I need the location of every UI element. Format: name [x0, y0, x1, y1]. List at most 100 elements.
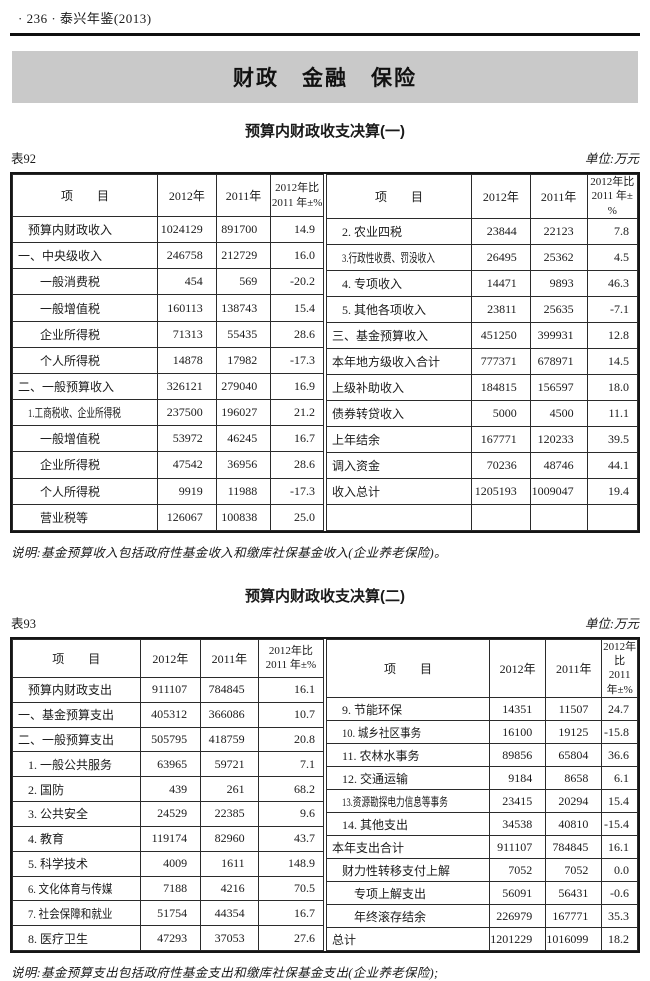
value-2011: 4216 [200, 875, 259, 902]
value-2011: 37053 [200, 925, 259, 952]
table-row: 一、中央级收入 246758 212729 16.0 [11, 242, 324, 270]
value-2012: 126067 [157, 503, 217, 531]
row-label-text: 12. 交通运输 [342, 771, 409, 786]
table-row: 企业所得税 47542 36956 28.6 [11, 451, 324, 479]
value-2012: 911107 [489, 835, 547, 860]
value-pct: 28.6 [270, 320, 324, 348]
row-label: 财力性转移支付上解 [325, 858, 491, 883]
table1-note: 说明:基金预算收入包括政府性基金收入和缴库社保基金收入(企业养老保险)。 [11, 545, 447, 560]
row-label-text: 预算内财政支出 [28, 683, 113, 698]
table-row: 三、基金预算收入 451250 399931 12.8 [325, 321, 639, 349]
value-2012: 5000 [471, 399, 531, 427]
value-2011: 55435 [215, 320, 272, 348]
value-pct: -15.4 [601, 812, 638, 837]
col-header-2011: 2011年 [215, 174, 272, 217]
row-label-text: 13.资源勘探电力信息等事务 [342, 794, 448, 809]
expenditure-table-right: 项 目 2012年 2011年 2012年比 2011 年±% 9. 节能环保 1… [325, 638, 638, 952]
value-2011: 1016099 [545, 927, 603, 952]
row-label-text: 营业税等 [40, 510, 89, 525]
value-2011: 9893 [529, 269, 588, 297]
row-label: 一、基金预算支出 [12, 701, 141, 728]
row-label-text: 4. 教育 [28, 832, 65, 847]
row-label-text: 三、基金预算收入 [332, 328, 429, 343]
value-2012: 1024129 [157, 215, 217, 244]
value-2011: 212729 [215, 242, 272, 270]
row-label: 上年结余 [325, 425, 473, 453]
value-pct: 15.4 [270, 294, 324, 322]
value-2011: 22123 [529, 217, 588, 245]
row-label: 8. 医疗卫生 [12, 925, 141, 952]
table-row: 年终滚存结余 226979 167771 35.3 [325, 904, 638, 929]
row-label-text: 上级补助收入 [332, 380, 405, 395]
row-label-text: 上年结余 [332, 432, 381, 447]
row-label: 二、一般预算支出 [12, 726, 141, 753]
section-banner: 财政 金融 保险 [12, 51, 638, 103]
row-label-text: 2. 国防 [28, 782, 65, 797]
row-label: 专项上解支出 [325, 881, 491, 906]
value-2011 [529, 503, 588, 531]
value-pct: 24.7 [601, 697, 638, 722]
table-row: 3.行政性收费、罚没收入 26495 25362 4.5 [325, 243, 639, 271]
row-label: 预算内财政支出 [12, 676, 141, 703]
value-2011: 167771 [545, 904, 603, 929]
col-header-pct: 2012年比 2011 年±% [586, 174, 639, 219]
table-row: 收入总计 1205193 1009047 19.4 [325, 477, 639, 505]
table2-meta: 表93 单位:万元 [11, 613, 639, 632]
value-2011: 1611 [200, 850, 259, 877]
value-2011: 156597 [529, 373, 588, 401]
row-label-text: 专项上解支出 [354, 886, 427, 901]
row-label: 一般增值税 [11, 294, 159, 322]
col-header-2012: 2012年 [471, 174, 531, 219]
value-2011: 25635 [529, 295, 588, 323]
row-label-text: 3.行政性收费、罚没收入 [342, 250, 435, 265]
expenditure-table: 项 目 2012年 2011年 2012年比 2011 年±% 预算内财政支出 9… [10, 636, 640, 954]
row-label-text: 4. 专项收入 [342, 276, 403, 291]
row-label-text: 预算内财政收入 [28, 223, 113, 238]
value-pct: -0.6 [601, 881, 638, 906]
table-row [325, 503, 639, 531]
row-label-text: 11. 农林水事务 [342, 748, 420, 763]
row-label: 2. 农业四税 [325, 217, 473, 245]
row-label-text: 5. 其他各项收入 [342, 302, 427, 317]
row-label: 5. 科学技术 [12, 850, 141, 877]
value-2012: 237500 [157, 399, 217, 427]
row-label-text: 二、一般预算支出 [18, 732, 115, 747]
row-label-text: 二、一般预算收入 [18, 380, 115, 395]
value-2011: 1009047 [529, 477, 588, 505]
value-pct: 15.4 [601, 789, 638, 814]
col-header-2012: 2012年 [489, 638, 547, 699]
row-label: 二、一般预算收入 [11, 372, 159, 401]
value-2011: 138743 [215, 294, 272, 322]
header-row: 项 目 2012年 2011年 2012年比 2011 年±% [12, 638, 325, 678]
table-row: 1.工商税收、企业所得税 237500 196027 21.2 [11, 399, 324, 427]
row-label: 3. 公共安全 [12, 801, 141, 827]
table-row: 1. 一般公共服务 63965 59721 7.1 [12, 751, 325, 778]
value-2012: 4009 [139, 850, 202, 877]
row-label: 13.资源勘探电力信息等事务 [325, 789, 491, 814]
value-pct: 11.1 [586, 399, 639, 427]
col-header-item: 项 目 [12, 638, 141, 678]
value-2012: 1205193 [471, 477, 531, 505]
value-2012: 777371 [471, 347, 531, 375]
row-label: 12. 交通运输 [325, 766, 491, 791]
table1-title: 预算内财政收支决算(一) [245, 123, 405, 140]
row-label-text: 8. 医疗卫生 [28, 931, 89, 946]
row-label: 6. 文化体育与传媒 [12, 875, 141, 902]
row-label: 本年支出合计 [325, 835, 491, 860]
col-header-pct: 2012年比 2011 年±% [601, 638, 638, 699]
value-2012: 226979 [489, 904, 547, 929]
table-row: 9. 节能环保 14351 11507 24.7 [325, 697, 638, 722]
row-label: 一般消费税 [11, 268, 159, 296]
col-header-item: 项 目 [325, 638, 491, 699]
value-2011: 40810 [545, 812, 603, 837]
table2-number: 表93 [11, 616, 37, 631]
row-label-text: 一般增值税 [40, 432, 101, 447]
row-label: 营业税等 [11, 503, 159, 531]
revenue-table-right: 项 目 2012年 2011年 2012年比 2011 年±% 2. 农业四税 2… [325, 174, 639, 531]
row-label: 调入资金 [325, 451, 473, 479]
value-2011: 784845 [200, 676, 259, 703]
row-label-text: 债券转贷收入 [332, 406, 405, 421]
value-pct: 14.5 [586, 347, 639, 375]
value-pct: 21.2 [270, 399, 324, 427]
value-pct: -15.8 [601, 720, 638, 745]
